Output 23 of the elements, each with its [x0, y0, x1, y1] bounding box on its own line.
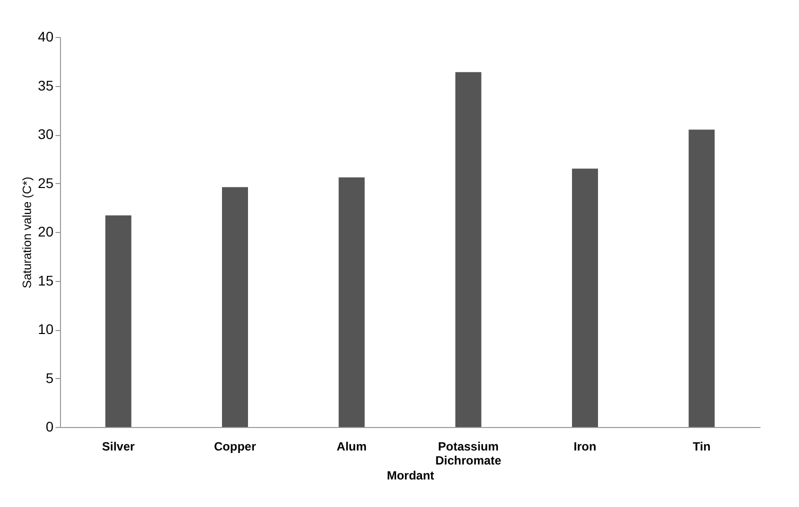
y-tick-label: 25 [38, 174, 54, 191]
x-tick-label: Iron [574, 440, 596, 454]
y-axis-title: Saturation value (C*) [20, 176, 34, 288]
y-tick-label: 40 [38, 28, 54, 44]
bar [105, 215, 132, 427]
x-tick-label: Potassium Dichromate [435, 440, 502, 468]
bar [688, 130, 715, 427]
bar [572, 168, 598, 427]
y-tick-label: 5 [46, 370, 54, 386]
x-tick-label: Alum [336, 440, 367, 454]
x-tick-label: Copper [214, 440, 256, 454]
x-tick-label: Silver [102, 440, 135, 454]
bar [222, 187, 248, 427]
y-tick-label: 20 [38, 224, 54, 240]
y-tick-label: 15 [38, 272, 54, 288]
y-tick-label: 10 [38, 321, 54, 337]
y-tick-label: 35 [38, 77, 54, 94]
bar [338, 177, 365, 427]
y-tick-label: 30 [38, 126, 54, 142]
x-tick-label: Tin [692, 440, 711, 454]
y-tick-label: 0 [46, 418, 54, 434]
x-axis-title: Mordant [386, 468, 434, 482]
bar [455, 72, 482, 427]
